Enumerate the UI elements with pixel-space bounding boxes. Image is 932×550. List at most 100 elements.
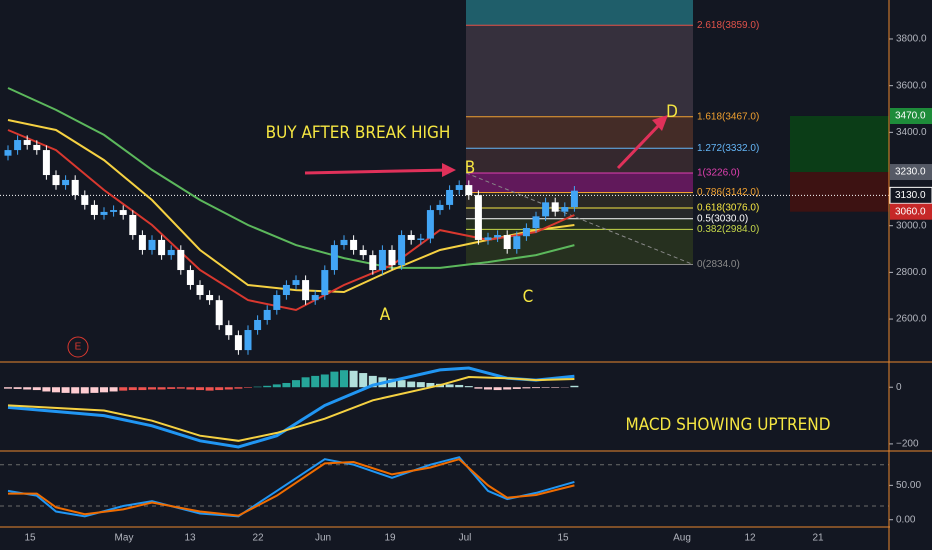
histogram-bar: [234, 387, 243, 389]
arrow-head: [442, 163, 456, 177]
candle-body: [158, 239, 166, 256]
candle-body: [52, 175, 60, 186]
y-tick-label: 3000.0: [896, 220, 927, 231]
annotation: MACD SHOWING UPTREND: [626, 415, 831, 435]
histogram-bar: [148, 387, 156, 390]
candle-body: [33, 144, 41, 151]
histogram-bar: [397, 380, 406, 388]
histogram-bar: [320, 374, 329, 388]
histogram-bar: [4, 387, 12, 389]
price-label-box: [889, 186, 932, 204]
candle-body: [436, 204, 444, 211]
candle-body: [100, 211, 108, 215]
candle-body: [186, 270, 194, 285]
fib-label: 0.382(2984.0): [697, 224, 759, 235]
x-tick-label: 22: [252, 533, 264, 544]
x-tick-label: 13: [184, 533, 196, 544]
x-tick-label: 15: [557, 533, 569, 544]
candle-body: [474, 195, 482, 240]
fib-label: 1.618(3467.0): [697, 111, 759, 122]
candle-body: [340, 239, 348, 246]
y-tick-label: 3600.0: [896, 80, 927, 91]
histogram-bar: [205, 387, 214, 391]
histogram-bar: [100, 387, 108, 393]
candle-body: [532, 216, 540, 229]
y-tick-label: 2800.0: [896, 267, 927, 278]
annotation: E: [75, 342, 82, 353]
histogram-bar: [311, 375, 320, 388]
fib-band: [466, 25, 693, 117]
fib-band: [466, 218, 693, 230]
histogram-bar: [263, 385, 272, 388]
fib-label: 0.618(3076.0): [697, 203, 759, 214]
histogram-bar: [455, 384, 464, 388]
fib-label: 1.272(3332.0): [697, 143, 759, 154]
candle-body: [273, 295, 281, 310]
candle-body: [138, 235, 146, 250]
histogram-bar: [138, 387, 147, 391]
y-tick-label: −200: [896, 439, 919, 450]
histogram-bar: [464, 386, 473, 388]
histogram-bar: [512, 387, 521, 389]
candle-body: [570, 190, 578, 208]
candle-body: [62, 179, 70, 186]
candle-body: [23, 140, 31, 145]
histogram-bar: [426, 382, 435, 388]
histogram-bar: [157, 387, 166, 390]
y-tick-label: 2600.0: [896, 314, 927, 325]
x-tick-label: Aug: [673, 533, 691, 544]
candle-body: [196, 284, 204, 296]
y-tick-label: 50.00: [896, 480, 921, 491]
indicator-line: [8, 458, 575, 517]
histogram-bar: [272, 384, 281, 388]
histogram-bar: [416, 382, 425, 388]
candle-body: [119, 210, 127, 215]
histogram-bar: [71, 387, 80, 394]
event-marker: [67, 336, 89, 358]
histogram-bar: [541, 387, 550, 388]
x-tick-label: Jul: [459, 533, 472, 544]
candle-body: [513, 236, 521, 250]
candle-body: [292, 280, 300, 285]
candle-body: [388, 249, 396, 266]
histogram-bar: [282, 382, 291, 388]
candle-body: [465, 185, 473, 196]
histogram-bar: [292, 380, 300, 388]
candle-body: [417, 238, 425, 240]
candle-body: [330, 245, 338, 271]
y-tick-label: 3400.0: [896, 127, 927, 138]
candle-body: [282, 284, 290, 296]
fib-band: [466, 207, 693, 219]
histogram-bar: [109, 387, 118, 392]
candle-body: [167, 249, 175, 256]
stop-zone: [790, 172, 889, 212]
fib-label: 2.618(3859.0): [697, 20, 759, 31]
candle-body: [244, 330, 252, 351]
histogram-bar: [32, 387, 41, 391]
candle-body: [302, 280, 310, 301]
candle-body: [503, 235, 511, 250]
arrow: [616, 122, 662, 170]
candle-body: [426, 210, 434, 239]
histogram-bar: [80, 387, 89, 394]
x-tick-label: 21: [812, 533, 824, 544]
indicator-line: [7, 456, 575, 518]
histogram-bar: [90, 387, 99, 393]
arrow: [304, 168, 451, 175]
fib-band: [466, 172, 693, 193]
histogram-bar: [244, 387, 252, 388]
histogram-bar: [474, 387, 483, 389]
price-label-box: [890, 107, 932, 124]
price-label: 3470.0: [895, 111, 926, 122]
indicator-line: [7, 87, 575, 269]
x-tick-label: May: [115, 533, 134, 544]
candle-body: [206, 295, 214, 301]
annotation: D: [666, 102, 678, 122]
candle-body: [71, 179, 79, 196]
candle-body: [378, 249, 386, 271]
target-zone: [790, 115, 889, 173]
histogram-bar: [253, 386, 262, 388]
histogram-bar: [551, 387, 560, 388]
histogram-bar: [445, 384, 454, 388]
fib-band: [466, 0, 693, 26]
